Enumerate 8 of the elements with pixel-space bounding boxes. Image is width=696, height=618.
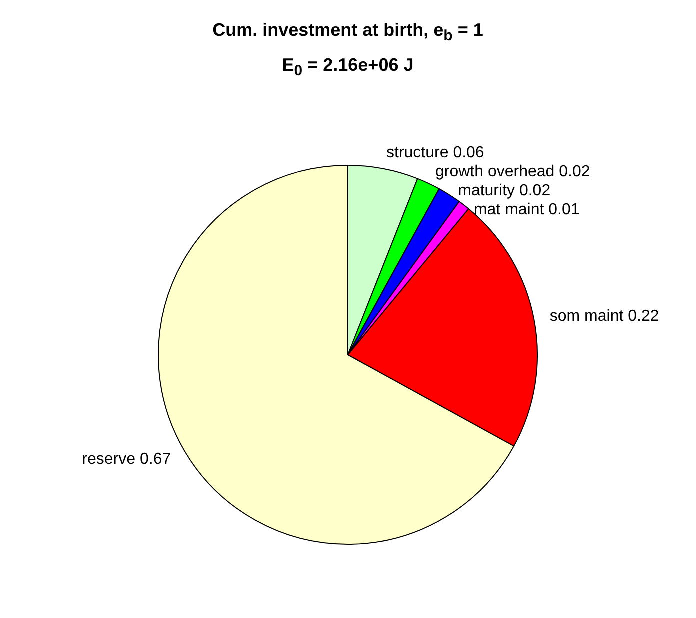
slice-label: maturity 0.02 [458, 182, 551, 200]
chart-title: Cum. investment at birth, e$_{b}$ = 1 [212, 19, 484, 47]
slice-label: growth overhead 0.02 [436, 164, 590, 181]
slice-label: mat maint 0.01 [474, 202, 580, 219]
chart-subtitle: E$_{0}$ = 2.16e+06 J [281, 54, 415, 82]
slice-label: som maint 0.22 [550, 308, 660, 326]
slice-label: reserve 0.67 [82, 451, 172, 468]
slice-label: structure 0.06 [386, 144, 484, 162]
